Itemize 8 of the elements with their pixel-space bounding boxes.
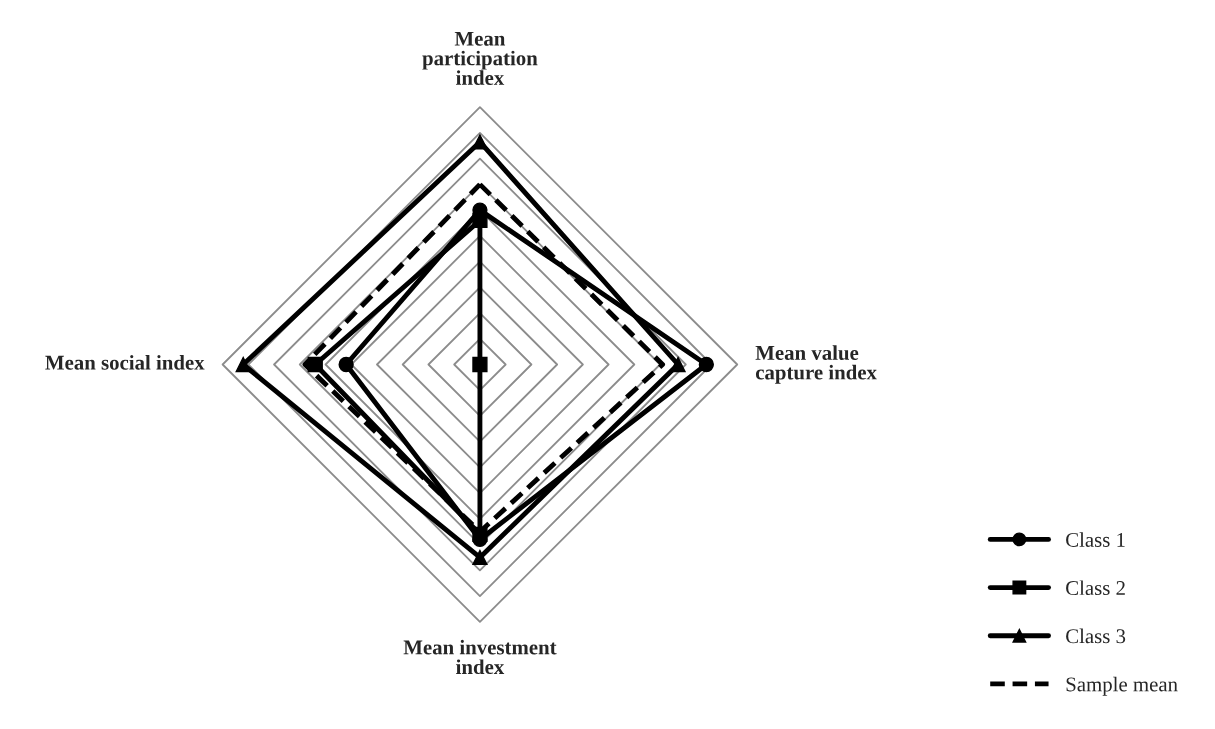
legend-label: Class 2 bbox=[1066, 580, 1125, 596]
legend-label: Class 1 bbox=[1066, 532, 1125, 547]
spoke-label: Mean investment index bbox=[403, 639, 557, 675]
spoke-label: Mean value capture index bbox=[755, 345, 877, 384]
spoke-label: Mean social index bbox=[45, 355, 205, 370]
spoke-label: Mean participation index bbox=[422, 31, 538, 85]
legend-label: Sample mean bbox=[1066, 676, 1178, 696]
legend-label: Class 3 bbox=[1066, 628, 1126, 644]
